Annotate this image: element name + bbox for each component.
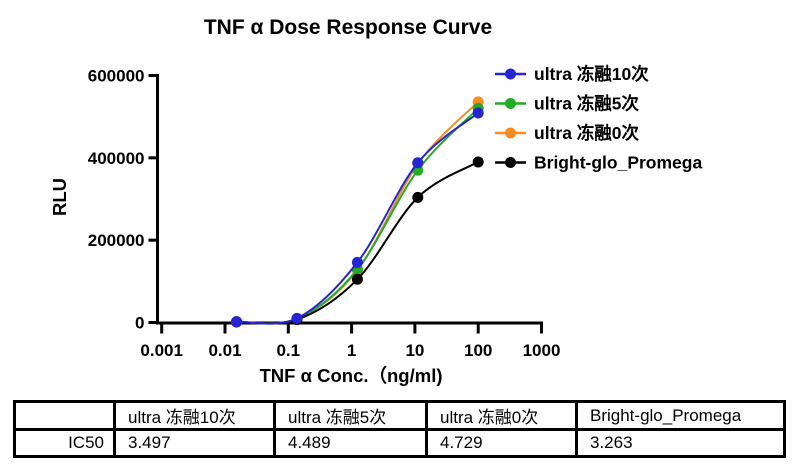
dose-response-chart: TNF α Dose Response Curve 0 200000 400000 60…: [49, 16, 702, 386]
table-row: IC50 3.497 4.489 4.729 3.263: [13, 428, 786, 458]
table-header-cell: ultra 冻融0次: [425, 400, 578, 431]
ic50-value-cell: 3.497: [113, 428, 276, 458]
x-tick-label: 100: [464, 341, 492, 360]
x-tick-label: 0.001: [140, 341, 183, 360]
y-tick-label: 200000: [88, 231, 145, 250]
legend-marker-dot: [505, 127, 516, 139]
legend-marker-dot: [505, 98, 516, 109]
legend-label-2: ultra 冻融0次: [534, 123, 640, 143]
x-tick-label: 10: [405, 341, 424, 360]
series-point-0: [231, 316, 243, 328]
table-header-cell: ultra 冻融5次: [273, 400, 428, 431]
series-point-3: [472, 156, 484, 168]
ic50-value-cell: 3.263: [575, 428, 786, 458]
table-corner-cell: [13, 400, 116, 431]
x-tick-label: 0.01: [208, 341, 241, 360]
x-tick-label: 1: [347, 341, 356, 360]
ic50-table: ultra 冻融10次 ultra 冻融5次 ultra 冻融0次 Bright-gl…: [13, 400, 786, 458]
y-tick-label: 0: [135, 314, 144, 333]
y-tick-label: 400000: [88, 149, 145, 168]
ic50-value-cell: 4.489: [273, 428, 428, 458]
legend-marker-dot: [505, 68, 516, 80]
legend-label-1: ultra 冻融5次: [534, 94, 640, 114]
series-point-3: [412, 191, 424, 203]
series-point-0: [351, 256, 363, 268]
series-point-0: [412, 157, 424, 169]
ic50-value-cell: 4.729: [425, 428, 578, 458]
x-tick-label: 0.1: [276, 341, 300, 360]
x-tick-label: 1000: [523, 341, 561, 360]
table-header-cell: Bright-glo_Promega: [575, 400, 786, 431]
series-curve-1: [236, 107, 479, 325]
chart-title: TNF α Dose Response Curve: [204, 16, 492, 39]
series-curve-2: [236, 101, 479, 325]
table-header-row: ultra 冻融10次 ultra 冻融5次 ultra 冻融0次 Bright-gl…: [13, 400, 786, 431]
x-axis-title: TNF α Conc.（ng/ml): [260, 365, 443, 386]
legend-label-3: Bright-glo_Promega: [534, 153, 702, 173]
y-axis-title: RLU: [49, 178, 70, 216]
y-tick-label: 600000: [88, 67, 145, 86]
table-header-cell: ultra 冻融10次: [113, 400, 276, 431]
series-point-3: [351, 273, 363, 285]
legend-marker-dot: [505, 157, 516, 168]
series-point-0: [291, 312, 303, 324]
series-curve-0: [236, 112, 479, 325]
series-point-0: [472, 107, 484, 119]
legend-label-0: ultra 冻融10次: [534, 64, 649, 84]
row-label-cell: IC50: [13, 428, 116, 458]
series-curve-3: [236, 161, 479, 325]
